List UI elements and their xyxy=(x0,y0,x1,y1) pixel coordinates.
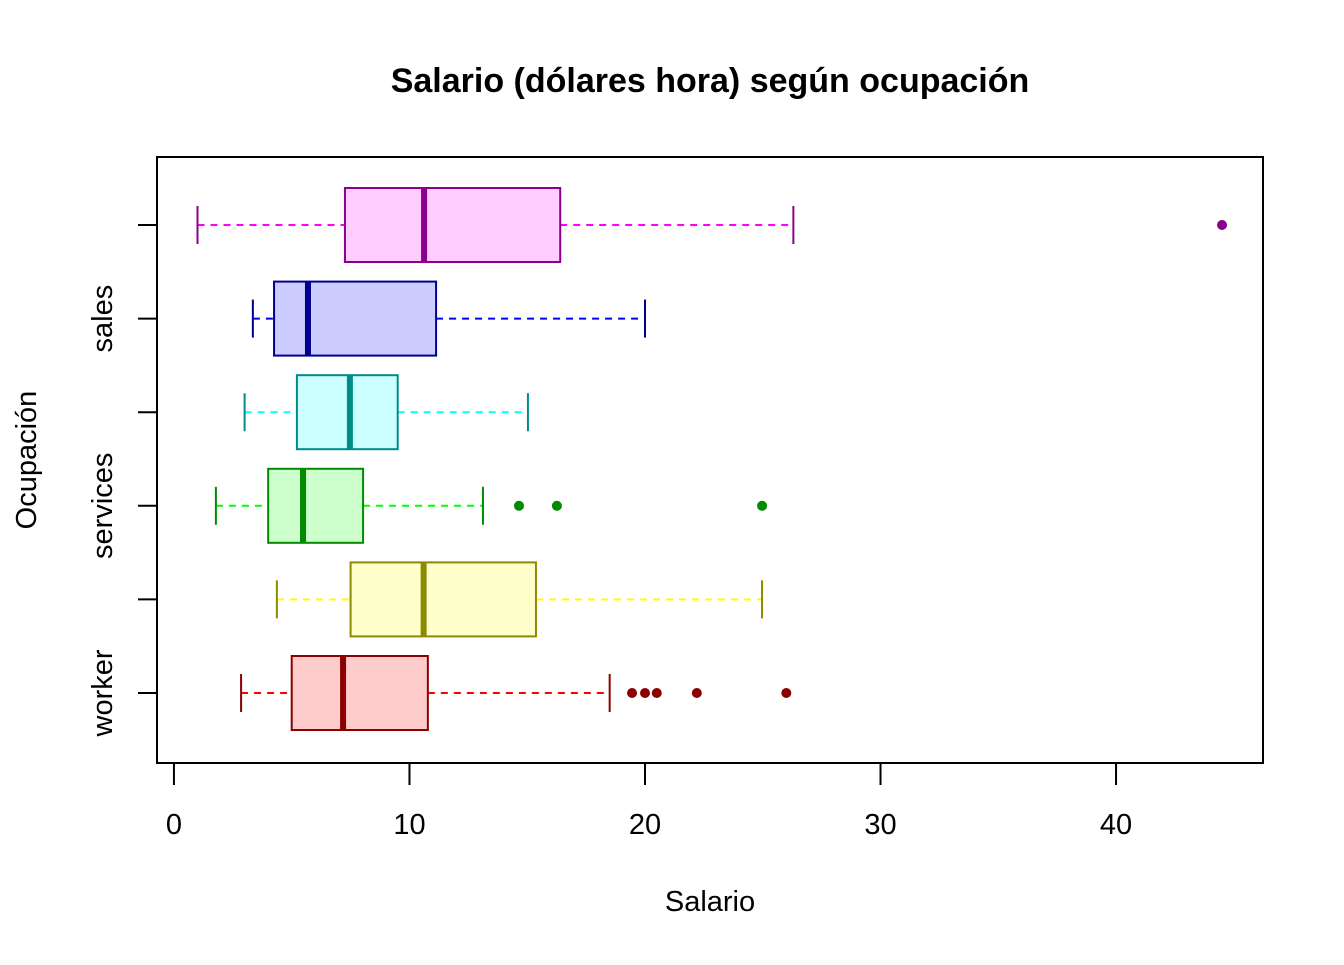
outlier-point xyxy=(513,500,524,511)
box xyxy=(267,467,365,544)
outlier-point xyxy=(551,500,562,511)
box xyxy=(273,280,438,357)
y-tick-label: sales xyxy=(87,285,119,353)
outlier-point xyxy=(639,688,650,698)
outlier-point xyxy=(691,688,702,698)
y-axis-label: Ocupación xyxy=(11,391,43,530)
outlier-point xyxy=(1217,220,1228,230)
chart-title: Salario (dólares hora) según ocupación xyxy=(391,62,1030,100)
outlier-point xyxy=(627,688,638,698)
outlier-point xyxy=(651,688,662,698)
y-tick-label: services xyxy=(87,453,119,559)
x-tick-label: 30 xyxy=(864,809,896,841)
box xyxy=(290,655,429,731)
x-axis-label: Salario xyxy=(665,886,755,918)
x-tick-label: 40 xyxy=(1100,809,1132,841)
x-tick-label: 10 xyxy=(393,809,425,841)
x-tick-label: 0 xyxy=(166,809,182,841)
y-tick-label: worker xyxy=(87,649,119,737)
box xyxy=(349,561,537,638)
outlier-point xyxy=(781,688,792,698)
outlier-point xyxy=(757,500,768,511)
box xyxy=(343,187,562,263)
x-tick-label: 20 xyxy=(629,809,661,841)
